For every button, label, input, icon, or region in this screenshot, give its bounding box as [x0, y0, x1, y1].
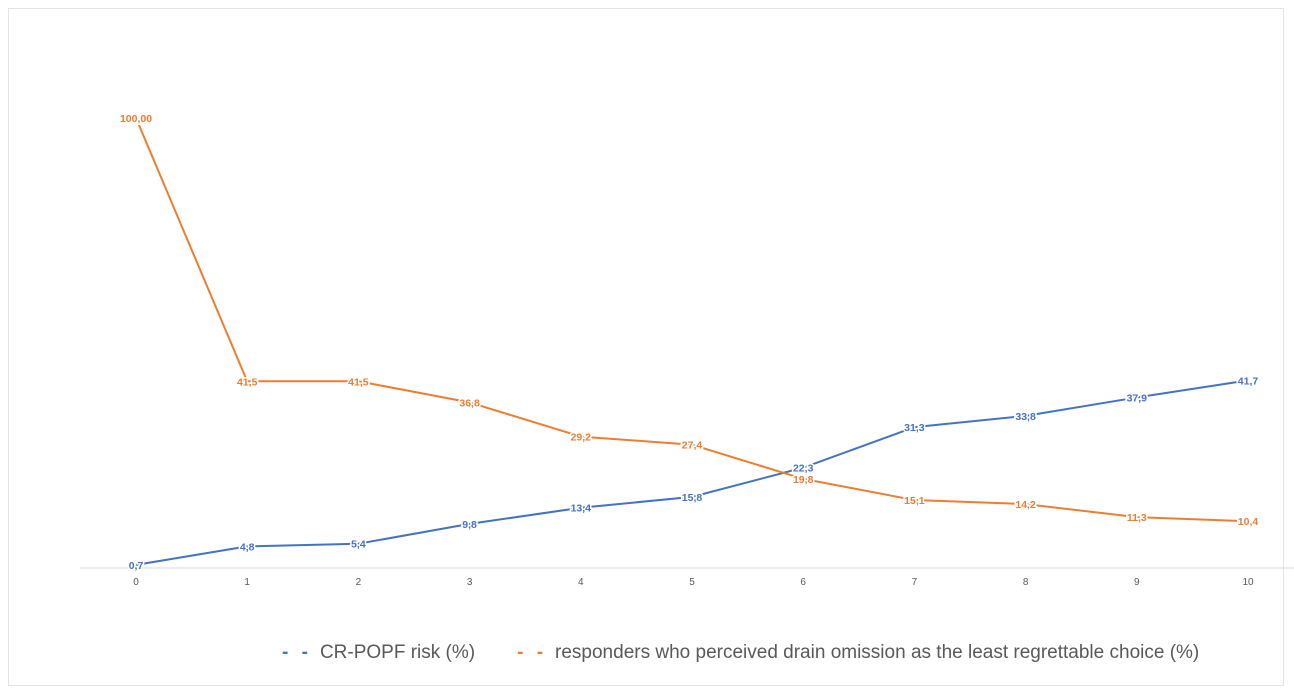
- legend-item-cr-popf[interactable]: - - CR-POPF risk (%): [282, 642, 475, 664]
- data-label: 41,7: [1238, 375, 1259, 387]
- data-label: 27,4: [682, 440, 703, 452]
- data-labels: 0,7 4,8 5,4 9,8 13,4 15,8 22,3 31,3 33,8 37,9 41,7…: [118, 112, 1259, 574]
- legend-label-cr-popf: CR-POPF risk (%): [319, 642, 476, 663]
- x-tick-labels: 0 1 2 3 4 5 6 7 8 9 10: [133, 577, 1254, 588]
- data-label: 14,2: [1015, 499, 1036, 511]
- chart-frame: [8, 8, 1284, 686]
- data-label: 4,8: [240, 541, 255, 553]
- series-line-0: [135, 379, 1249, 566]
- data-label: 9,8: [462, 519, 477, 531]
- data-label: 22,3: [793, 463, 814, 475]
- data-label: 0,7: [129, 560, 144, 572]
- legend-marker-cr-popf: - -: [282, 642, 312, 663]
- data-label: 15,1: [904, 495, 925, 507]
- x-tick-label: 9: [1134, 577, 1140, 588]
- series-lines: [135, 117, 1249, 566]
- legend-label-drain-omission: responders who perceived drain omission …: [555, 642, 1200, 663]
- data-label: 41,5: [237, 376, 258, 388]
- legend: - - CR-POPF risk (%) - - responders who …: [282, 642, 1241, 664]
- data-label: 37,9: [1127, 392, 1148, 404]
- x-tick-label: 1: [244, 577, 250, 588]
- x-tick-label: 7: [912, 577, 918, 588]
- data-label: 15,8: [682, 492, 703, 504]
- x-tick-label: 0: [133, 577, 139, 588]
- legend-item-drain-omission[interactable]: - - responders who perceived drain omiss…: [517, 642, 1199, 664]
- legend-marker-drain-omission: - -: [517, 642, 548, 663]
- x-tick-label: 10: [1242, 577, 1254, 588]
- data-label: 33,8: [1015, 411, 1036, 423]
- x-tick-label: 2: [356, 577, 362, 588]
- x-tick-label: 5: [689, 577, 695, 588]
- x-tick-label: 3: [467, 577, 473, 588]
- data-label: 10,4: [1238, 516, 1259, 528]
- data-label: 36,8: [459, 397, 480, 409]
- data-label: 11,3: [1127, 512, 1147, 524]
- x-tick-label: 6: [800, 577, 806, 588]
- series-line-1: [135, 117, 1249, 523]
- data-label: 100,00: [120, 113, 152, 125]
- data-label: 31,3: [904, 422, 925, 434]
- data-label: 29,2: [571, 432, 592, 444]
- data-label: 13,4: [571, 503, 592, 515]
- data-label: 19,8: [793, 474, 814, 486]
- x-tick-label: 4: [578, 577, 584, 588]
- data-label: 41,5: [348, 376, 369, 388]
- x-tick-label: 8: [1023, 577, 1029, 588]
- data-label: 5,4: [351, 539, 366, 551]
